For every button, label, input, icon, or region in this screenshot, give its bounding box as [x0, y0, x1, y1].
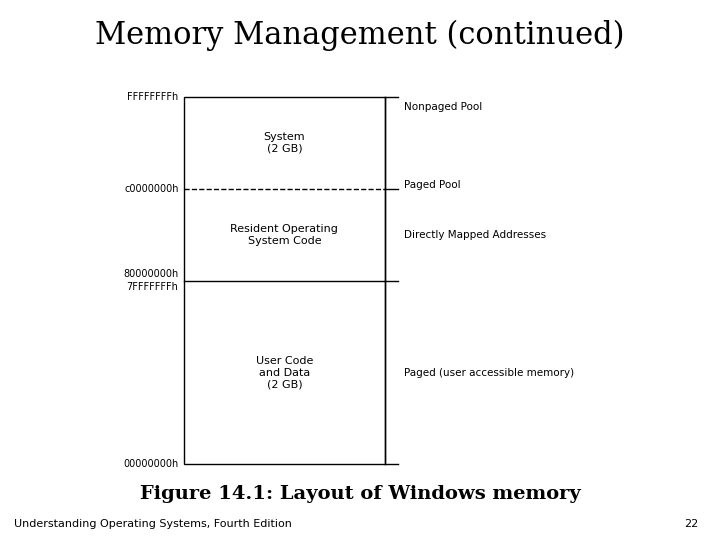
Text: Resident Operating
System Code: Resident Operating System Code — [230, 224, 338, 246]
Text: Directly Mapped Addresses: Directly Mapped Addresses — [404, 230, 546, 240]
Text: Nonpaged Pool: Nonpaged Pool — [404, 102, 482, 112]
Text: System
(2 GB): System (2 GB) — [264, 132, 305, 154]
Text: User Code
and Data
(2 GB): User Code and Data (2 GB) — [256, 356, 313, 389]
Text: Paged Pool: Paged Pool — [404, 180, 461, 190]
Text: 00000000h: 00000000h — [123, 460, 179, 469]
Text: 80000000h: 80000000h — [123, 269, 179, 279]
Text: 7FFFFFFFh: 7FFFFFFFh — [127, 282, 179, 292]
Text: Figure 14.1: Layout of Windows memory: Figure 14.1: Layout of Windows memory — [140, 485, 580, 503]
Text: 22: 22 — [684, 519, 698, 529]
Text: Understanding Operating Systems, Fourth Edition: Understanding Operating Systems, Fourth … — [14, 519, 292, 529]
Text: FFFFFFFFh: FFFFFFFFh — [127, 92, 179, 102]
Text: c0000000h: c0000000h — [124, 184, 179, 194]
Bar — [184, 97, 385, 464]
Text: Paged (user accessible memory): Paged (user accessible memory) — [404, 368, 574, 377]
Text: Memory Management (continued): Memory Management (continued) — [95, 19, 625, 51]
